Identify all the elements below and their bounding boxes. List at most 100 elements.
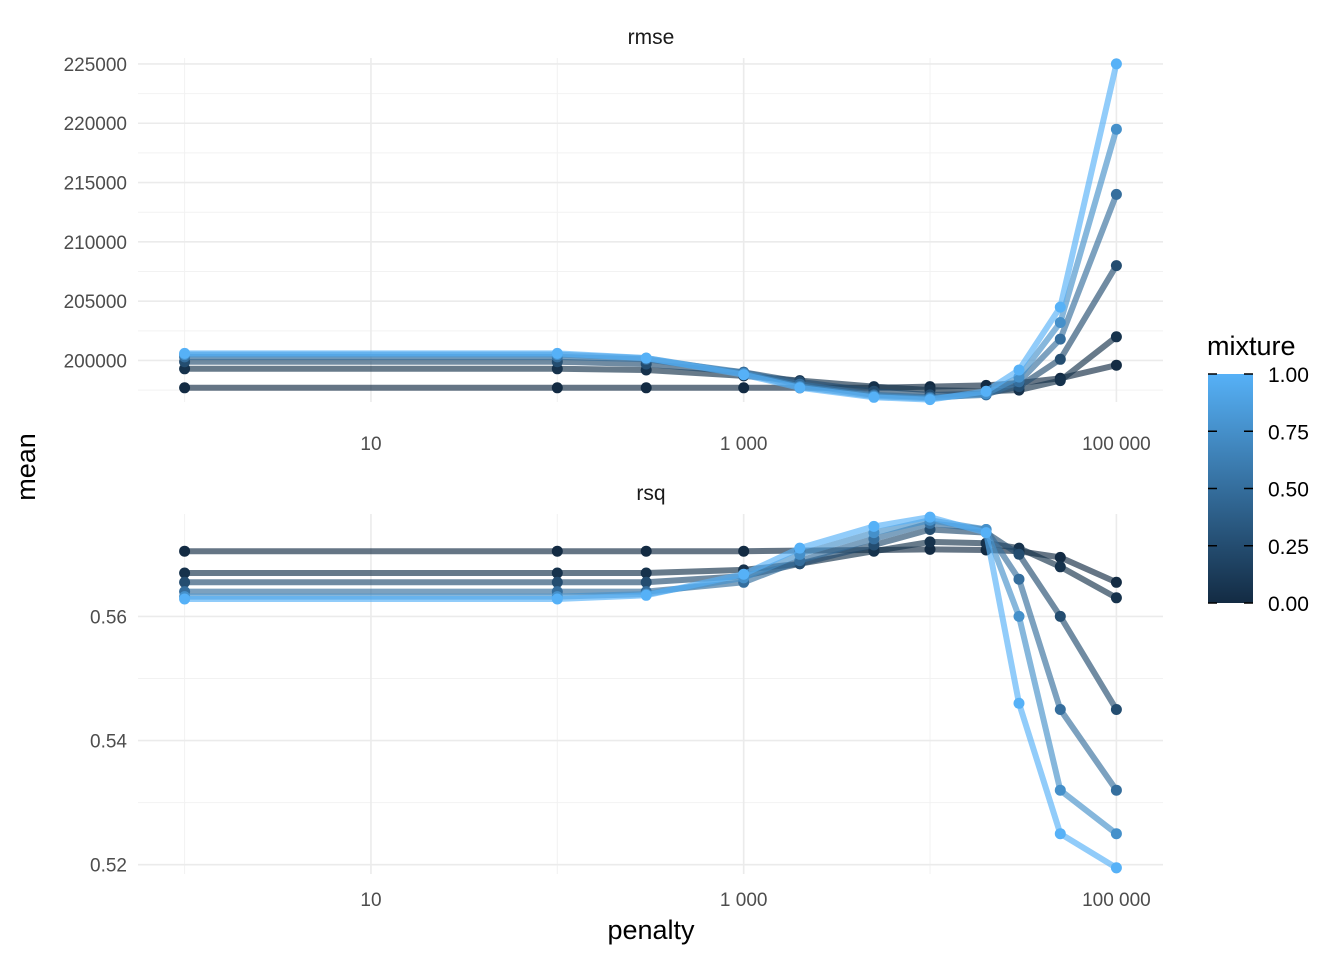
data-point xyxy=(1110,331,1122,343)
panel-rsq: rsq 0.52 0.54 0.56 10 1 000 100 000 xyxy=(90,482,1163,911)
data-point xyxy=(1054,610,1066,622)
data-point xyxy=(1054,375,1066,387)
data-point xyxy=(1110,123,1122,135)
data-point xyxy=(179,347,191,359)
data-point xyxy=(640,545,652,557)
data-point xyxy=(1110,784,1122,796)
x-tick-labels: 10 1 000 100 000 xyxy=(360,434,1150,455)
data-point xyxy=(179,576,191,588)
data-point xyxy=(1013,610,1025,622)
legend-tick-label: 0.25 xyxy=(1268,536,1309,559)
data-point xyxy=(1110,188,1122,200)
data-point xyxy=(179,567,191,579)
data-point xyxy=(1054,317,1066,328)
y-tick-label: 205000 xyxy=(64,292,127,313)
series-line xyxy=(184,526,1119,712)
data-point xyxy=(1013,364,1025,376)
data-point xyxy=(924,394,936,406)
data-point xyxy=(551,347,563,359)
data-point xyxy=(1054,704,1066,715)
data-point xyxy=(1110,862,1122,874)
data-point xyxy=(1110,828,1122,840)
y-tick-labels: 0.52 0.54 0.56 xyxy=(90,607,127,876)
y-tick-label: 200000 xyxy=(64,351,127,372)
series-lines xyxy=(179,511,1122,874)
y-tick-label: 215000 xyxy=(64,174,127,195)
data-point xyxy=(738,568,750,580)
data-point xyxy=(179,545,191,557)
data-point xyxy=(924,511,936,523)
data-point xyxy=(551,382,563,394)
y-tick-label: 220000 xyxy=(64,114,127,135)
data-point xyxy=(640,589,652,601)
panel-label-rmse: rmse xyxy=(628,26,675,49)
legend-tick-label: 0.75 xyxy=(1268,421,1309,444)
x-tick-labels: 10 1 000 100 000 xyxy=(360,890,1150,911)
data-point xyxy=(1013,573,1025,585)
gridlines xyxy=(138,514,1163,874)
data-point xyxy=(179,593,191,605)
data-point xyxy=(924,536,936,548)
y-tick-label: 0.54 xyxy=(90,732,127,753)
data-point xyxy=(980,385,992,397)
data-point xyxy=(1110,260,1122,272)
data-point xyxy=(794,542,806,554)
legend-tick-label: 0.00 xyxy=(1268,593,1309,616)
data-point xyxy=(1110,58,1122,70)
data-point xyxy=(551,545,563,557)
panel-rmse: rmse 200000 205000 210000 215000 220000 22500… xyxy=(64,26,1163,455)
data-point xyxy=(551,576,563,588)
series-lines xyxy=(179,58,1122,406)
legend-title: mixture xyxy=(1207,331,1296,361)
data-point xyxy=(980,527,992,539)
data-point xyxy=(640,576,652,588)
y-axis-title: mean xyxy=(11,433,41,501)
y-tick-labels: 200000 205000 210000 215000 220000 225000 xyxy=(64,55,127,373)
x-tick-label: 1 000 xyxy=(720,434,768,455)
data-point xyxy=(1054,333,1066,345)
series-line xyxy=(184,63,1120,403)
legend-ticks: 0.00 0.25 0.50 0.75 1.00 xyxy=(1208,364,1309,616)
legend: mixture 0.00 0.25 0.50 0.75 1.00 xyxy=(1207,331,1309,616)
x-tick-label: 10 xyxy=(360,434,381,455)
data-point xyxy=(1110,576,1122,588)
series-line xyxy=(184,517,1119,837)
data-point xyxy=(1054,301,1066,313)
y-tick-label: 0.52 xyxy=(90,856,127,877)
data-point xyxy=(551,593,563,605)
data-point xyxy=(1054,353,1066,365)
series-line xyxy=(184,520,1119,792)
data-point xyxy=(738,382,750,394)
data-point xyxy=(640,567,652,579)
x-tick-label: 100 000 xyxy=(1082,890,1151,911)
data-point xyxy=(738,545,750,557)
data-point xyxy=(179,382,191,394)
x-tick-label: 1 000 xyxy=(720,890,768,911)
panel-label-rsq: rsq xyxy=(636,482,665,505)
data-point xyxy=(1013,548,1025,560)
data-point xyxy=(1110,592,1122,604)
data-point xyxy=(1054,561,1066,573)
data-point xyxy=(794,382,806,394)
data-point xyxy=(868,391,880,403)
data-point xyxy=(1013,697,1025,709)
series-line xyxy=(184,264,1119,398)
data-point xyxy=(640,382,652,394)
x-tick-label: 100 000 xyxy=(1082,434,1151,455)
data-point xyxy=(1054,551,1066,563)
data-point xyxy=(551,567,563,579)
x-axis-title: penalty xyxy=(607,915,695,945)
data-point xyxy=(640,352,652,364)
data-point xyxy=(738,369,750,381)
x-tick-label: 10 xyxy=(360,890,381,911)
data-point xyxy=(1110,704,1122,715)
data-point xyxy=(1054,784,1066,796)
legend-tick-label: 0.50 xyxy=(1268,479,1309,502)
legend-tick-label: 1.00 xyxy=(1268,364,1309,387)
y-tick-label: 210000 xyxy=(64,233,127,254)
data-point xyxy=(1110,359,1122,371)
data-point xyxy=(1054,828,1066,840)
data-point xyxy=(868,520,880,532)
y-tick-label: 225000 xyxy=(64,55,127,76)
